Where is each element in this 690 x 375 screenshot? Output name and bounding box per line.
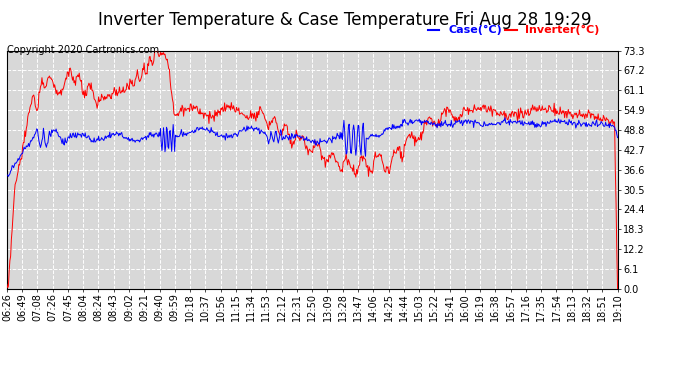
Text: Inverter Temperature & Case Temperature Fri Aug 28 19:29: Inverter Temperature & Case Temperature … (98, 11, 592, 29)
Legend: Case(°C), Inverter(°C): Case(°C), Inverter(°C) (428, 25, 600, 35)
Text: Copyright 2020 Cartronics.com: Copyright 2020 Cartronics.com (7, 45, 159, 55)
